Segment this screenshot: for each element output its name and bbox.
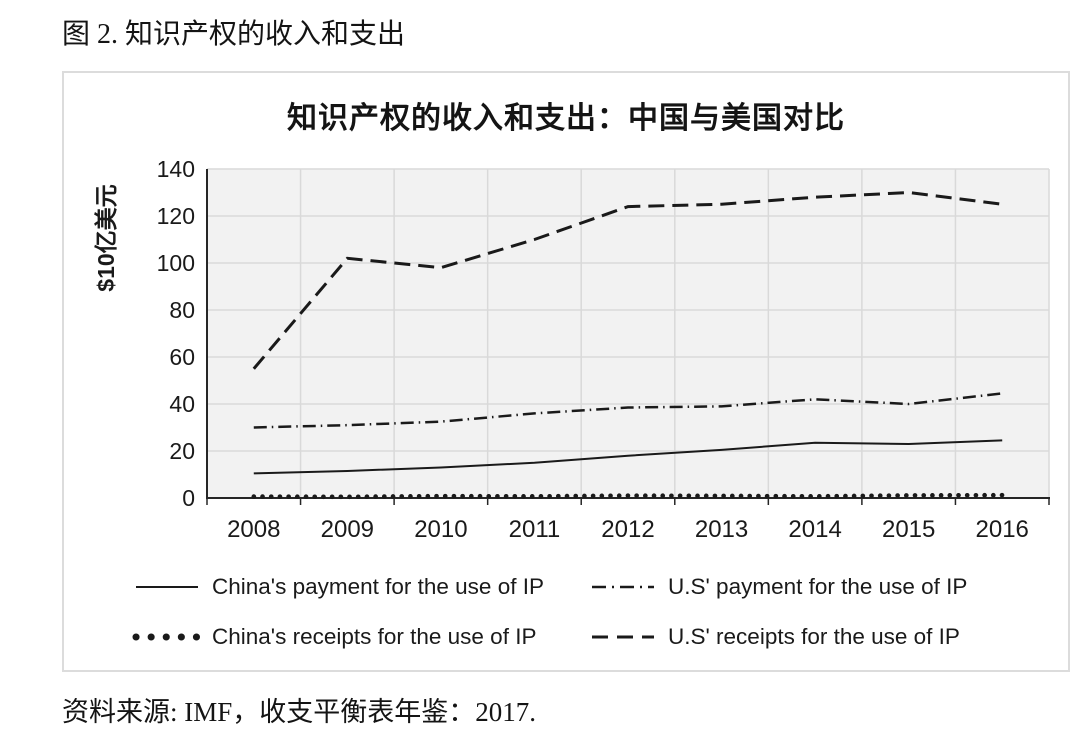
x-tick-label: 2011 — [509, 516, 561, 543]
chart-title: 知识产权的收入和支出：中国与美国对比 — [287, 102, 845, 135]
plot-area — [207, 169, 1049, 498]
y-tick-label: 0 — [182, 485, 195, 511]
figure-title: 图 2. 知识产权的收入和支出 — [62, 19, 406, 50]
legend-marker-dotted-icon — [132, 633, 202, 641]
y-tick-label: 140 — [157, 156, 195, 182]
x-tick-label: 2010 — [414, 516, 467, 543]
source-note: 资料来源: IMF，收支平衡表年鉴：2017. — [62, 697, 537, 727]
chart-container: 0 20 40 60 80 100 120 140 2008 2009 2010 2011 2012 20… — [62, 71, 1070, 672]
x-tick-label: 2009 — [321, 516, 374, 543]
legend-label: China's receipts for the use of IP — [212, 624, 537, 649]
x-tick-label: 2013 — [695, 516, 748, 543]
x-tick-label: 2016 — [976, 516, 1029, 543]
legend-label: China's payment for the use of IP — [212, 574, 544, 599]
x-tick-label: 2015 — [882, 516, 935, 543]
y-tick-label: 80 — [169, 297, 195, 323]
x-tick-label: 2008 — [227, 516, 280, 543]
legend-label: U.S' receipts for the use of IP — [668, 624, 960, 649]
series-line-china-receipts — [251, 492, 1005, 500]
legend-item-china-receipts: China's receipts for the use of IP — [132, 622, 536, 652]
y-tick-label: 40 — [169, 391, 195, 417]
y-tick-label: 20 — [169, 438, 195, 464]
legend-item-us-payment: U.S' payment for the use of IP — [588, 572, 967, 602]
legend-label: U.S' payment for the use of IP — [668, 574, 968, 599]
legend-item-us-receipts: U.S' receipts for the use of IP — [588, 622, 960, 652]
series-line-china-payment — [253, 439, 1003, 475]
legend-item-china-payment: China's payment for the use of IP — [132, 572, 544, 602]
line-chart: 0 20 40 60 80 100 120 140 2008 2009 2010 2011 2012 20… — [93, 156, 1050, 543]
series-line-us-receipts — [252, 190, 1003, 370]
legend-marker-dashed-icon — [592, 635, 654, 639]
y-tick-label: 60 — [169, 344, 195, 370]
y-tick-label: 100 — [157, 250, 195, 276]
x-tick-label: 2012 — [601, 516, 654, 543]
y-tick-label: 120 — [157, 203, 195, 229]
x-tick-label: 2014 — [788, 516, 841, 543]
series-line-us-payment — [253, 392, 1003, 429]
legend-row-2: China's receipts for the use of IP U.S' r… — [64, 622, 1068, 652]
legend-marker-solid-icon — [136, 586, 198, 588]
legend-row-1: China's payment for the use of IP U.S' pa… — [64, 572, 1068, 602]
legend-marker-dash-dot-icon — [592, 585, 654, 589]
y-axis-title: $10亿美元 — [93, 184, 119, 291]
